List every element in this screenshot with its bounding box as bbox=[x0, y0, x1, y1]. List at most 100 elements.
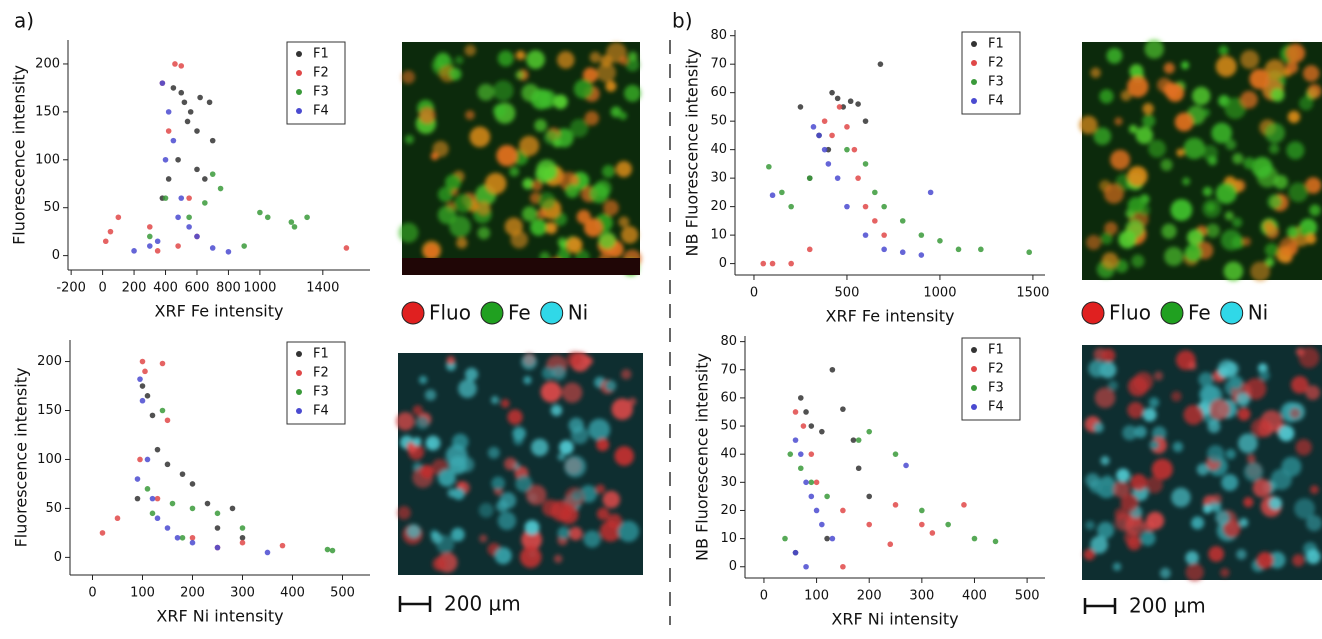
blob bbox=[1309, 485, 1319, 495]
point bbox=[239, 539, 246, 546]
blob bbox=[1090, 67, 1101, 79]
legend-swatch bbox=[971, 98, 977, 104]
point bbox=[144, 456, 151, 463]
blob bbox=[619, 55, 629, 66]
y-tick-label: 20 bbox=[720, 503, 737, 518]
micrograph bbox=[396, 351, 643, 575]
blobs bbox=[1083, 347, 1322, 582]
point bbox=[855, 437, 862, 443]
blob bbox=[623, 84, 641, 102]
blob bbox=[1305, 549, 1321, 565]
blob bbox=[576, 209, 591, 224]
scale-bar bbox=[1083, 598, 1117, 614]
blob bbox=[493, 104, 507, 118]
blob bbox=[1201, 108, 1211, 117]
blob bbox=[1243, 157, 1256, 170]
legend-label: F2 bbox=[988, 362, 1004, 377]
blob bbox=[1299, 227, 1309, 237]
y-tick-label: 80 bbox=[720, 334, 737, 349]
y-axis-label: Fluorescence intensity bbox=[10, 65, 29, 245]
x-tick-label: 400 bbox=[153, 281, 178, 296]
blob bbox=[1101, 252, 1119, 269]
legend-label: F2 bbox=[313, 66, 329, 81]
blob bbox=[476, 201, 491, 216]
point bbox=[862, 118, 869, 124]
blob bbox=[487, 446, 500, 459]
blob bbox=[432, 557, 447, 571]
blob bbox=[1232, 153, 1244, 165]
point bbox=[172, 61, 178, 67]
blob bbox=[1207, 420, 1221, 433]
blob bbox=[1120, 90, 1132, 101]
blob bbox=[551, 365, 567, 381]
blob bbox=[1198, 372, 1214, 388]
y-tick-label: 0 bbox=[52, 248, 60, 263]
channel-swatch bbox=[480, 301, 504, 325]
legend-swatch bbox=[296, 408, 302, 414]
blob bbox=[1118, 230, 1137, 249]
point bbox=[99, 530, 106, 536]
blob bbox=[557, 526, 570, 540]
point bbox=[929, 530, 936, 536]
point bbox=[159, 407, 166, 414]
chart: -200 0 200 400 600 800 1000 1400 0 50 100 150 200 XRF… bbox=[10, 40, 370, 321]
y-tick-label: 50 bbox=[720, 419, 737, 434]
y-tick-label: 10 bbox=[720, 531, 737, 546]
blob bbox=[1142, 103, 1154, 115]
point bbox=[291, 224, 298, 230]
point bbox=[162, 156, 169, 163]
point bbox=[175, 243, 181, 249]
point bbox=[178, 63, 185, 69]
blob bbox=[530, 438, 549, 457]
x-tick-label: 500 bbox=[835, 286, 860, 301]
blob bbox=[1256, 551, 1274, 569]
blob bbox=[531, 180, 543, 191]
point bbox=[971, 535, 978, 542]
blob bbox=[522, 178, 534, 190]
blob bbox=[1122, 425, 1138, 441]
blob bbox=[1146, 511, 1165, 530]
blob bbox=[1164, 246, 1184, 267]
blob bbox=[401, 70, 416, 84]
blob bbox=[617, 520, 640, 543]
y-tick-label: 80 bbox=[710, 28, 727, 43]
blob bbox=[430, 152, 439, 161]
blob bbox=[568, 526, 583, 541]
point bbox=[189, 505, 196, 512]
point bbox=[139, 383, 146, 389]
point bbox=[847, 98, 854, 105]
point bbox=[343, 245, 350, 251]
blob bbox=[500, 398, 510, 408]
blob bbox=[448, 67, 462, 81]
y-tick-label: 150 bbox=[37, 403, 62, 418]
blob bbox=[453, 194, 473, 213]
channel-swatch bbox=[1160, 301, 1184, 325]
x-tick-label: 200 bbox=[122, 281, 147, 296]
blob bbox=[559, 440, 574, 455]
legend-swatch bbox=[971, 366, 977, 372]
point bbox=[821, 146, 828, 153]
channel-swatch bbox=[1081, 301, 1105, 325]
micrograph bbox=[1079, 39, 1322, 282]
blob bbox=[1298, 96, 1314, 111]
point bbox=[892, 502, 899, 508]
x-tick-label: 200 bbox=[180, 586, 205, 601]
point bbox=[840, 507, 846, 514]
point bbox=[239, 525, 246, 531]
blob bbox=[1114, 507, 1127, 521]
point bbox=[769, 260, 776, 267]
point bbox=[855, 175, 861, 181]
blob bbox=[1290, 375, 1309, 394]
blob bbox=[450, 527, 465, 542]
point bbox=[866, 428, 873, 435]
legend-swatch bbox=[296, 351, 302, 357]
blob bbox=[564, 455, 587, 478]
blob bbox=[454, 55, 464, 65]
legend-label: F4 bbox=[988, 400, 1004, 415]
point bbox=[803, 479, 809, 486]
y-tick-label: 150 bbox=[35, 104, 60, 119]
blob bbox=[1240, 90, 1258, 109]
blob bbox=[589, 183, 609, 204]
point bbox=[851, 146, 858, 153]
point bbox=[797, 104, 804, 110]
